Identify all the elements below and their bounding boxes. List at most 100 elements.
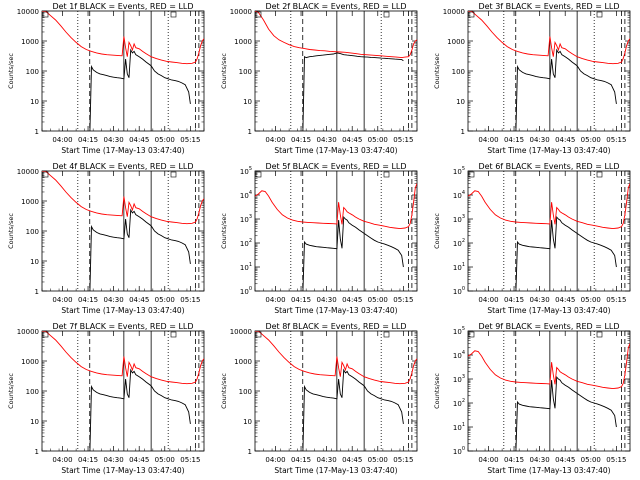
y-tick-label: 105 xyxy=(240,166,252,176)
corner-box-icon xyxy=(170,171,177,178)
x-tick-label: 04:45 xyxy=(342,456,362,464)
plot-frame xyxy=(467,10,631,132)
x-tick-label: 05:15 xyxy=(180,456,200,464)
corner-box-icon xyxy=(596,171,603,178)
x-tick-label: 05:15 xyxy=(606,456,626,464)
y-tick-label: 103 xyxy=(453,214,465,224)
y-tick-label: 1000 xyxy=(21,198,39,206)
y-tick-label: 10000 xyxy=(17,8,39,16)
x-tick-label: 04:45 xyxy=(555,136,575,144)
x-tick-label: 05:00 xyxy=(368,456,388,464)
series-line-events xyxy=(515,375,617,451)
y-tick-label: 10000 xyxy=(230,8,252,16)
y-tick-label: 101 xyxy=(240,262,252,272)
y-tick-label: 1000 xyxy=(21,358,39,366)
chart-panel-6: Det 6f BLACK = Events, RED = LLD 100 101 10… xyxy=(433,162,631,315)
chart-panel-7: Det 7f BLACK = Events, RED = LLD 1 10 100 10… xyxy=(7,322,205,475)
x-axis-label: Start Time (17-May-13 03:47:40) xyxy=(274,146,397,155)
x-tick-label: 04:45 xyxy=(342,136,362,144)
x-tick-label: 04:00 xyxy=(478,296,498,304)
corner-box-icon xyxy=(596,11,603,18)
y-tick-label: 100 xyxy=(453,446,465,456)
y-axis-label: Counts/sec xyxy=(433,213,441,249)
x-tick-label: 04:00 xyxy=(265,456,285,464)
x-tick-label: 04:00 xyxy=(478,136,498,144)
chart-title: Det 2f BLACK = Events, RED = LLD xyxy=(265,2,406,11)
x-tick-label: 05:00 xyxy=(581,456,601,464)
corner-box-icon xyxy=(255,11,262,18)
series-line-lld xyxy=(468,183,630,230)
x-axis-label: Start Time (17-May-13 03:47:40) xyxy=(61,466,184,475)
series-line-events xyxy=(89,48,191,131)
y-tick-label: 10000 xyxy=(17,328,39,336)
series-line-lld xyxy=(42,171,204,225)
y-axis-label: Counts/sec xyxy=(433,373,441,409)
series-line-lld xyxy=(255,331,417,385)
x-tick-label: 05:00 xyxy=(581,136,601,144)
x-tick-label: 04:45 xyxy=(555,296,575,304)
x-tick-label: 04:30 xyxy=(317,456,337,464)
corner-box-icon xyxy=(383,11,390,18)
x-axis-label: Start Time (17-May-13 03:47:40) xyxy=(487,466,610,475)
chart-title: Det 6f BLACK = Events, RED = LLD xyxy=(478,162,619,171)
x-tick-label: 04:00 xyxy=(265,136,285,144)
corner-box-icon xyxy=(42,171,49,178)
x-tick-label: 04:00 xyxy=(52,136,72,144)
y-tick-label: 10000 xyxy=(443,8,465,16)
y-tick-label: 104 xyxy=(453,190,465,200)
x-tick-label: 05:00 xyxy=(368,296,388,304)
x-axis-label: Start Time (17-May-13 03:47:40) xyxy=(61,306,184,315)
chart-title: Det 4f BLACK = Events, RED = LLD xyxy=(52,162,193,171)
y-tick-label: 103 xyxy=(453,374,465,384)
y-tick-label: 10 xyxy=(30,98,39,106)
x-tick-label: 04:15 xyxy=(504,456,524,464)
x-tick-label: 04:00 xyxy=(52,456,72,464)
x-tick-label: 05:15 xyxy=(606,136,626,144)
series-line-lld xyxy=(255,11,417,59)
corner-box-icon xyxy=(383,171,390,178)
x-tick-label: 04:15 xyxy=(504,136,524,144)
x-tick-label: 04:30 xyxy=(104,296,124,304)
x-tick-label: 04:30 xyxy=(104,136,124,144)
y-tick-label: 10 xyxy=(243,98,252,106)
x-tick-label: 05:15 xyxy=(180,296,200,304)
y-axis-label: Counts/sec xyxy=(7,53,15,89)
y-tick-label: 10 xyxy=(456,98,465,106)
y-tick-label: 10 xyxy=(30,418,39,426)
x-tick-label: 05:15 xyxy=(606,296,626,304)
x-tick-label: 04:45 xyxy=(342,296,362,304)
y-tick-label: 1 xyxy=(35,128,39,136)
corner-box-icon xyxy=(468,11,475,18)
chart-title: Det 8f BLACK = Events, RED = LLD xyxy=(265,322,406,331)
x-tick-label: 04:30 xyxy=(317,136,337,144)
y-tick-label: 100 xyxy=(239,68,252,76)
y-tick-label: 100 xyxy=(453,286,465,296)
series-line-events xyxy=(89,208,191,291)
y-tick-label: 104 xyxy=(453,350,465,360)
y-tick-label: 1 xyxy=(248,448,252,456)
plot-frame xyxy=(254,170,418,292)
x-tick-label: 04:45 xyxy=(129,456,149,464)
chart-title: Det 5f BLACK = Events, RED = LLD xyxy=(265,162,406,171)
chart-panel-5: Det 5f BLACK = Events, RED = LLD 100 101 10… xyxy=(220,162,418,315)
x-tick-label: 05:00 xyxy=(581,296,601,304)
y-tick-label: 105 xyxy=(453,326,465,336)
y-axis-label: Counts/sec xyxy=(220,213,228,249)
y-tick-label: 1000 xyxy=(447,38,465,46)
series-line-events xyxy=(515,48,617,131)
y-tick-label: 100 xyxy=(239,388,252,396)
y-tick-label: 1000 xyxy=(234,38,252,46)
plot-frame xyxy=(41,10,205,132)
x-tick-label: 05:00 xyxy=(155,296,175,304)
x-axis-label: Start Time (17-May-13 03:47:40) xyxy=(487,306,610,315)
x-tick-label: 05:15 xyxy=(393,456,413,464)
y-tick-label: 10 xyxy=(30,258,39,266)
x-tick-label: 05:00 xyxy=(155,456,175,464)
x-tick-label: 05:15 xyxy=(180,136,200,144)
corner-box-icon xyxy=(170,11,177,18)
y-tick-label: 10000 xyxy=(17,168,39,176)
x-axis-label: Start Time (17-May-13 03:47:40) xyxy=(274,466,397,475)
x-tick-label: 04:00 xyxy=(52,296,72,304)
chart-panel-1: Det 1f BLACK = Events, RED = LLD 1 10 100 10… xyxy=(7,2,205,155)
